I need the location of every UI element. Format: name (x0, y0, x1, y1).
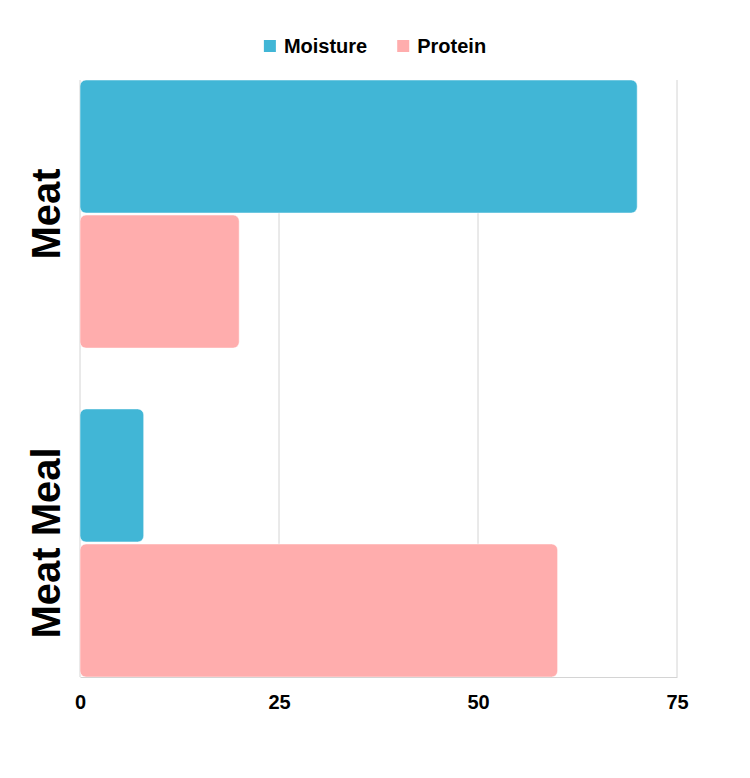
grid (80, 80, 677, 677)
bars (80, 80, 637, 677)
bar (80, 80, 637, 213)
legend: Moisture Protein (264, 35, 486, 57)
y-axis: Meat Meat Meal (24, 168, 80, 638)
bar (80, 215, 239, 348)
tick-label: 0 (75, 691, 86, 713)
legend-item: Moisture (264, 35, 367, 57)
tick-label: 25 (268, 691, 290, 713)
x-axis: 0 25 50 75 (75, 677, 689, 713)
legend-label: Moisture (284, 35, 367, 57)
legend-item: Protein (397, 35, 486, 57)
axis-line (81, 677, 678, 678)
tick: 75 (666, 677, 688, 713)
chart: 0 25 50 75 Meat Meat Meal Moisture Protein (0, 0, 750, 778)
bar (80, 544, 558, 677)
tick-label: 75 (666, 691, 688, 713)
category-label: Meat Meal (24, 447, 68, 638)
tick: 0 (75, 677, 86, 713)
category-label: Meat (24, 168, 68, 259)
tick: 50 (467, 677, 489, 713)
legend-label: Protein (417, 35, 486, 57)
tick: 25 (268, 677, 290, 713)
legend-swatch (264, 40, 276, 52)
plot: 0 25 50 75 Meat Meat Meal (24, 80, 688, 713)
tick: Meat (24, 168, 80, 259)
grid-line (677, 80, 678, 677)
legend-swatch (397, 40, 409, 52)
tick-label: 50 (467, 691, 489, 713)
tick: Meat Meal (24, 447, 80, 638)
bar (80, 409, 144, 542)
